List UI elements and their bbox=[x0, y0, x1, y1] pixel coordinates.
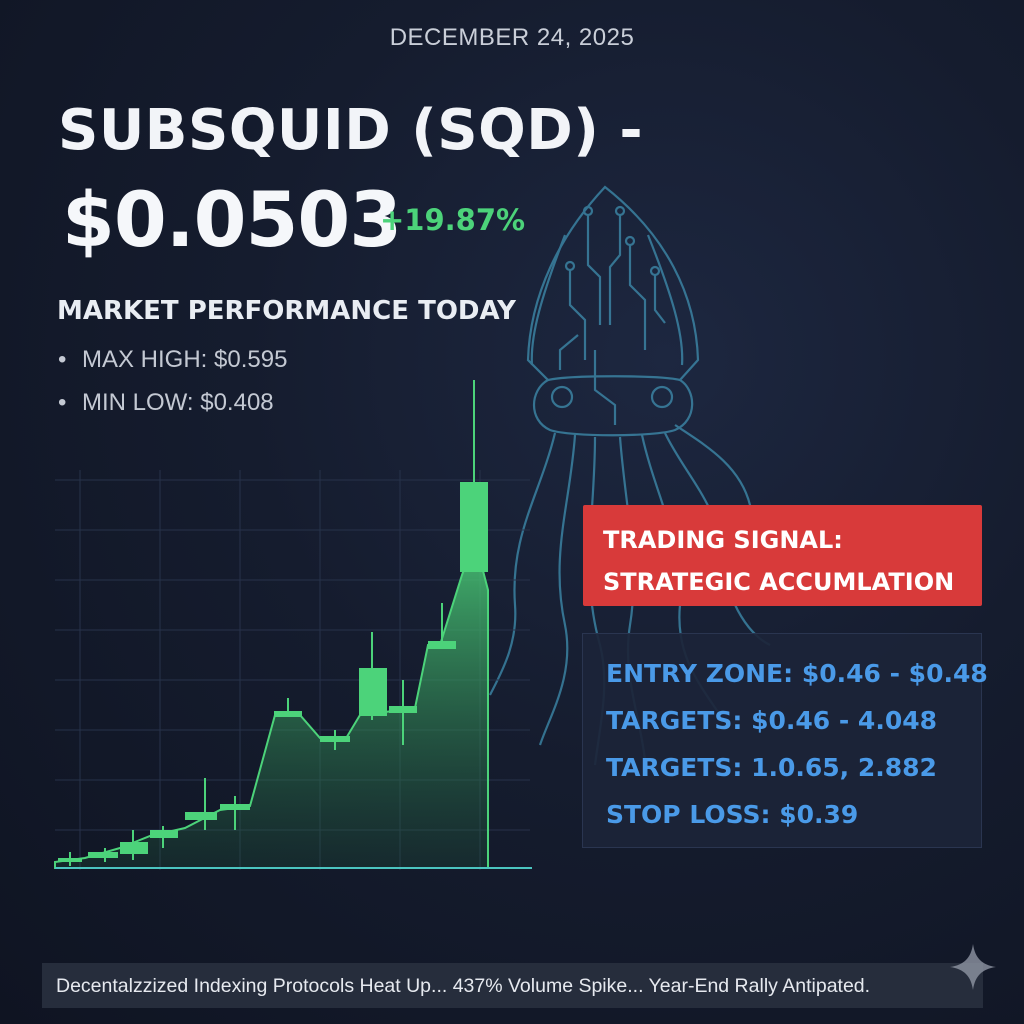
min-low-label: MIN LOW: $0.408 bbox=[82, 389, 274, 416]
news-ticker: Decentalzzized Indexing Protocols Heat U… bbox=[42, 963, 983, 1008]
price-chart bbox=[54, 380, 532, 870]
sparkle-icon bbox=[950, 944, 996, 990]
targets-secondary: TARGETS: 1.0.65, 2.882 bbox=[606, 753, 937, 782]
asset-title: SUBSQUID (SQD) - bbox=[58, 98, 644, 163]
signal-strategy: STRATEGIC ACCUMLATION bbox=[603, 568, 955, 596]
min-low-item: • MIN LOW: $0.408 bbox=[58, 389, 274, 417]
stop-loss: STOP LOSS: $0.39 bbox=[606, 800, 859, 829]
max-high-label: MAX HIGH: $0.595 bbox=[82, 346, 288, 373]
signal-heading: TRADING SIGNAL: bbox=[603, 526, 843, 554]
bullet-icon: • bbox=[58, 389, 67, 416]
max-high-item: • MAX HIGH: $0.595 bbox=[58, 346, 287, 374]
date-label: DECEMBER 24, 2025 bbox=[389, 24, 635, 51]
price-change-badge: +19.87% bbox=[380, 203, 526, 237]
asset-price: $0.0503 bbox=[62, 175, 402, 264]
chart-grid bbox=[55, 470, 530, 870]
bullet-icon: • bbox=[58, 346, 67, 373]
targets-primary: TARGETS: $0.46 - 4.048 bbox=[606, 706, 938, 735]
trade-levels-panel: ENTRY ZONE: $0.46 - $0.48 TARGETS: $0.46… bbox=[582, 633, 988, 848]
candlesticks bbox=[58, 380, 488, 866]
performance-title: MARKET PERFORMANCE TODAY bbox=[57, 296, 516, 326]
entry-zone: ENTRY ZONE: $0.46 - $0.48 bbox=[606, 659, 988, 688]
price-area bbox=[54, 536, 489, 869]
trading-signal-banner: TRADING SIGNAL: STRATEGIC ACCUMLATION bbox=[583, 505, 982, 606]
